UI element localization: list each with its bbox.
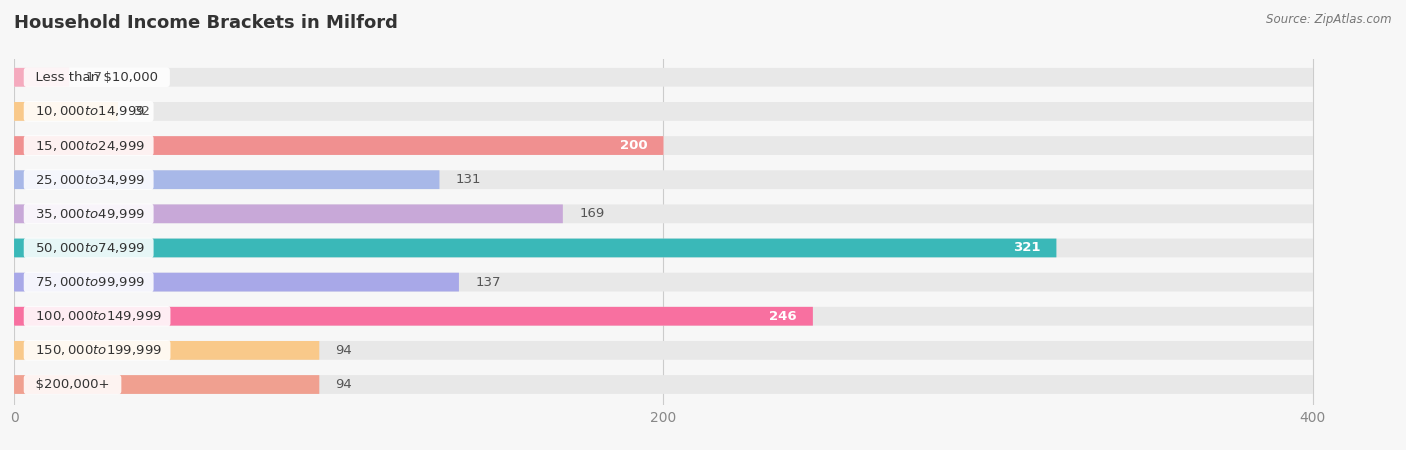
FancyBboxPatch shape bbox=[14, 170, 1313, 189]
FancyBboxPatch shape bbox=[14, 273, 458, 292]
FancyBboxPatch shape bbox=[14, 136, 1313, 155]
Text: $150,000 to $199,999: $150,000 to $199,999 bbox=[27, 343, 167, 357]
Text: 131: 131 bbox=[456, 173, 481, 186]
Text: $15,000 to $24,999: $15,000 to $24,999 bbox=[27, 139, 150, 153]
Text: 200: 200 bbox=[620, 139, 647, 152]
FancyBboxPatch shape bbox=[14, 238, 1056, 257]
FancyBboxPatch shape bbox=[14, 68, 69, 87]
Text: $100,000 to $149,999: $100,000 to $149,999 bbox=[27, 309, 167, 323]
FancyBboxPatch shape bbox=[14, 341, 319, 360]
Text: $25,000 to $34,999: $25,000 to $34,999 bbox=[27, 173, 150, 187]
FancyBboxPatch shape bbox=[14, 238, 1313, 257]
Text: $10,000 to $14,999: $10,000 to $14,999 bbox=[27, 104, 150, 118]
FancyBboxPatch shape bbox=[14, 273, 1313, 292]
Text: $200,000+: $200,000+ bbox=[27, 378, 118, 391]
Text: 94: 94 bbox=[336, 378, 353, 391]
Text: 17: 17 bbox=[86, 71, 103, 84]
FancyBboxPatch shape bbox=[14, 375, 319, 394]
FancyBboxPatch shape bbox=[14, 102, 118, 121]
Text: Household Income Brackets in Milford: Household Income Brackets in Milford bbox=[14, 14, 398, 32]
FancyBboxPatch shape bbox=[14, 204, 562, 223]
FancyBboxPatch shape bbox=[14, 170, 440, 189]
FancyBboxPatch shape bbox=[14, 375, 1313, 394]
FancyBboxPatch shape bbox=[14, 102, 1313, 121]
FancyBboxPatch shape bbox=[14, 307, 1313, 326]
Text: Less than $10,000: Less than $10,000 bbox=[27, 71, 166, 84]
FancyBboxPatch shape bbox=[14, 68, 1313, 87]
FancyBboxPatch shape bbox=[14, 307, 813, 326]
Text: $35,000 to $49,999: $35,000 to $49,999 bbox=[27, 207, 150, 221]
Text: $50,000 to $74,999: $50,000 to $74,999 bbox=[27, 241, 150, 255]
Text: $75,000 to $99,999: $75,000 to $99,999 bbox=[27, 275, 150, 289]
Text: 32: 32 bbox=[134, 105, 152, 118]
Text: 137: 137 bbox=[475, 275, 501, 288]
FancyBboxPatch shape bbox=[14, 341, 1313, 360]
Text: Source: ZipAtlas.com: Source: ZipAtlas.com bbox=[1267, 14, 1392, 27]
Text: 246: 246 bbox=[769, 310, 797, 323]
Text: 169: 169 bbox=[579, 207, 605, 220]
Text: 321: 321 bbox=[1012, 242, 1040, 254]
FancyBboxPatch shape bbox=[14, 136, 664, 155]
FancyBboxPatch shape bbox=[14, 204, 1313, 223]
Text: 94: 94 bbox=[336, 344, 353, 357]
